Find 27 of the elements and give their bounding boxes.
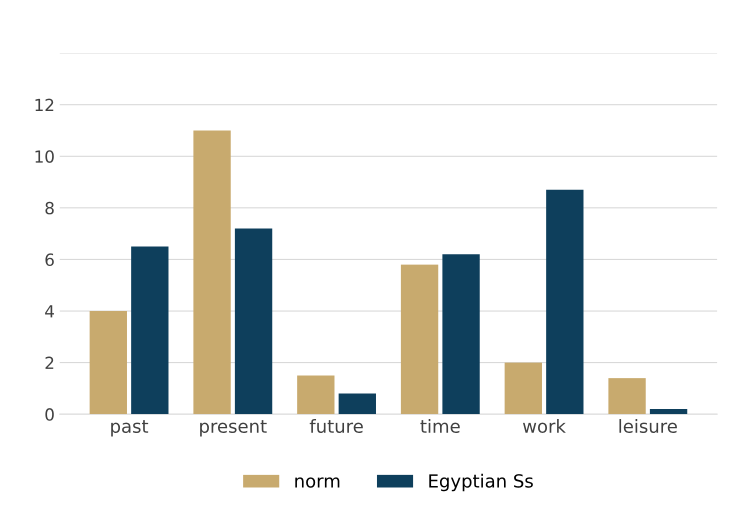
bar [131,246,168,414]
x-tick-label: work [522,419,566,434]
bar [400,264,438,414]
x-tick-label: leisure [619,419,677,434]
y-tick-label: 12 [36,98,54,112]
bar [234,228,272,414]
y-tick-label: 6 [45,253,54,266]
y-tick-label: 0 [45,408,54,421]
bar [650,409,688,414]
x-tick-label: past [111,420,148,437]
y-tick-label: 8 [45,202,54,214]
bar [504,362,542,414]
y-tick-label: 4 [45,305,54,318]
legend-label: norm [295,477,340,488]
bar [338,394,376,414]
bar [442,254,480,414]
x-tick-label: future [310,419,363,434]
bar [608,378,646,414]
y-tick-label: 10 [36,150,54,163]
x-tick-label: time [420,419,460,434]
bar [90,311,127,414]
legend-label: Egyptian Ss [429,474,533,492]
bar [193,130,231,414]
bar [297,375,334,414]
bar [546,190,584,414]
y-tick-label: 2 [46,356,54,369]
x-tick-label: present [200,420,267,437]
